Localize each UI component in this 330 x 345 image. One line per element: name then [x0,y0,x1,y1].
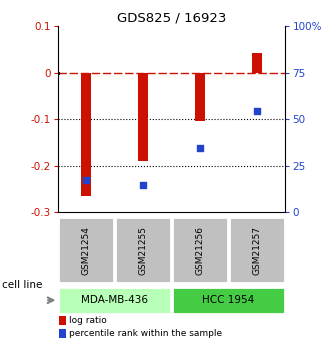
Text: GSM21254: GSM21254 [82,226,91,275]
Text: cell line: cell line [2,280,42,289]
Bar [229,217,285,284]
Text: MDA-MB-436: MDA-MB-436 [81,295,148,305]
Text: GSM21255: GSM21255 [139,226,148,275]
Text: GSM21256: GSM21256 [196,226,205,275]
Bar [138,72,148,161]
Bar [172,287,285,314]
Text: HCC 1954: HCC 1954 [202,295,255,305]
Text: GSM21257: GSM21257 [252,226,261,275]
Bar [59,316,66,325]
Bar [58,217,114,284]
Bar [252,53,262,72]
Bar [59,329,66,338]
Point [197,145,203,151]
Point [141,183,146,188]
Bar [81,72,91,196]
Text: log ratio: log ratio [69,316,107,325]
Bar [195,72,205,120]
Bar [172,217,228,284]
Bar [115,217,171,284]
Bar [58,287,171,314]
Title: GDS825 / 16923: GDS825 / 16923 [117,12,226,25]
Point [83,177,89,183]
Text: percentile rank within the sample: percentile rank within the sample [69,329,222,338]
Point [254,108,260,114]
